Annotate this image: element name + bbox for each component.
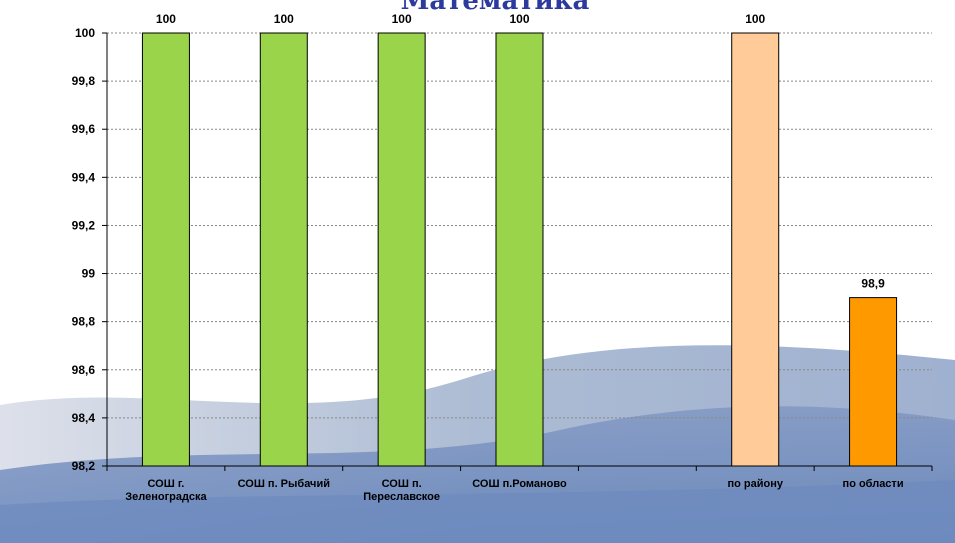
bar <box>141 32 190 467</box>
category-label: по области <box>843 478 904 490</box>
data-label: 100 <box>745 12 765 26</box>
y-tick-label: 98,6 <box>72 363 96 377</box>
bar <box>495 32 544 467</box>
bar <box>259 32 308 467</box>
y-tick-label: 98,2 <box>72 459 96 473</box>
y-axis-ticks: 98,2 98,4 98,6 98,8 99 99,2 99,4 99,6 99,8 100 <box>72 26 107 473</box>
y-tick-label: 98,4 <box>72 411 96 425</box>
y-tick-label: 100 <box>75 26 95 40</box>
category-label: по району <box>727 478 783 490</box>
y-tick-label: 99,4 <box>72 170 96 184</box>
y-tick-label: 99,6 <box>72 122 96 136</box>
bar <box>377 32 426 467</box>
category-label: СОШ г. Зеленоградска <box>125 478 207 503</box>
category-label: СОШ п. Переславское <box>363 478 440 503</box>
category-label: СОШ п.Романово <box>472 478 567 490</box>
category-label: СОШ п. Рыбачий <box>238 478 330 490</box>
bars <box>141 32 898 467</box>
data-label: 100 <box>156 12 176 26</box>
y-tick-label: 99 <box>82 267 96 281</box>
bar <box>849 297 898 467</box>
y-tick-label: 99,2 <box>72 218 96 232</box>
y-tick-label: 99,8 <box>72 74 96 88</box>
data-labels: 100 100 100 100 100 98,9 <box>156 12 885 291</box>
data-label: 100 <box>509 12 529 26</box>
data-label: 100 <box>392 12 412 26</box>
data-label: 98,9 <box>861 277 885 291</box>
chart-title: Математика <box>400 0 590 16</box>
data-label: 100 <box>274 12 294 26</box>
category-labels: СОШ г. Зеленоградска СОШ п. Рыбачий СОШ п. П… <box>125 478 903 503</box>
y-tick-label: 98,8 <box>72 315 96 329</box>
bar <box>731 32 780 467</box>
